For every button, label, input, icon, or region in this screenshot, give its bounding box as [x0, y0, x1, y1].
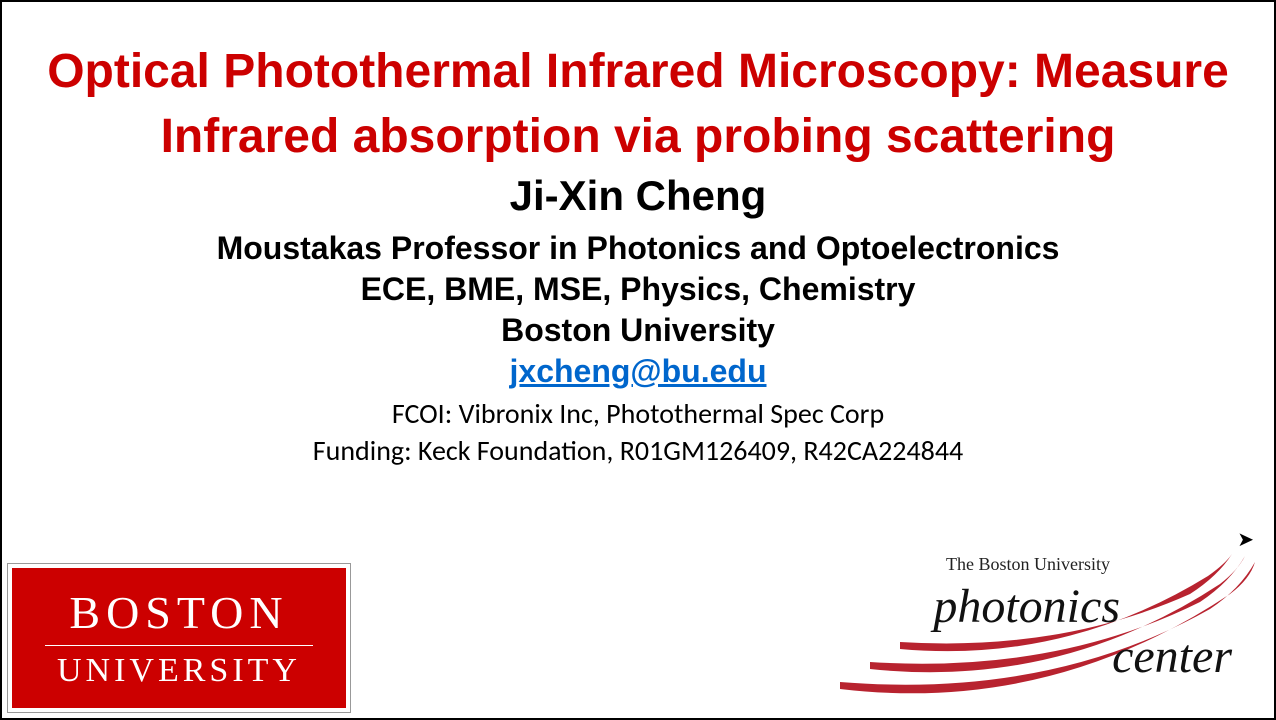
- pc-logo-word1: photonics: [933, 579, 1120, 634]
- presenter-role: Moustakas Professor in Photonics and Opt…: [217, 230, 1060, 267]
- slide-title: Optical Photothermal Infrared Microscopy…: [38, 40, 1238, 170]
- presenter-university: Boston University: [501, 312, 775, 349]
- boston-university-logo: BOSTON UNIVERSITY: [8, 564, 350, 712]
- presenter-email-link[interactable]: jxcheng@bu.edu: [510, 353, 767, 390]
- bu-logo-line2: UNIVERSITY: [57, 652, 301, 690]
- presenter-departments: ECE, BME, MSE, Physics, Chemistry: [361, 271, 916, 308]
- bu-logo-line1: BOSTON: [69, 586, 288, 639]
- funding-text: Funding: Keck Foundation, R01GM126409, R…: [313, 433, 963, 468]
- photonics-center-logo: The Boston University photonics center: [800, 554, 1260, 704]
- fcoi-text: FCOI: Vibronix Inc, Photothermal Spec Co…: [392, 396, 884, 431]
- pc-logo-word2: center: [1112, 629, 1232, 684]
- pc-logo-tagline: The Boston University: [946, 554, 1110, 575]
- presenter-name: Ji-Xin Cheng: [510, 172, 767, 220]
- bu-logo-divider: [45, 645, 312, 646]
